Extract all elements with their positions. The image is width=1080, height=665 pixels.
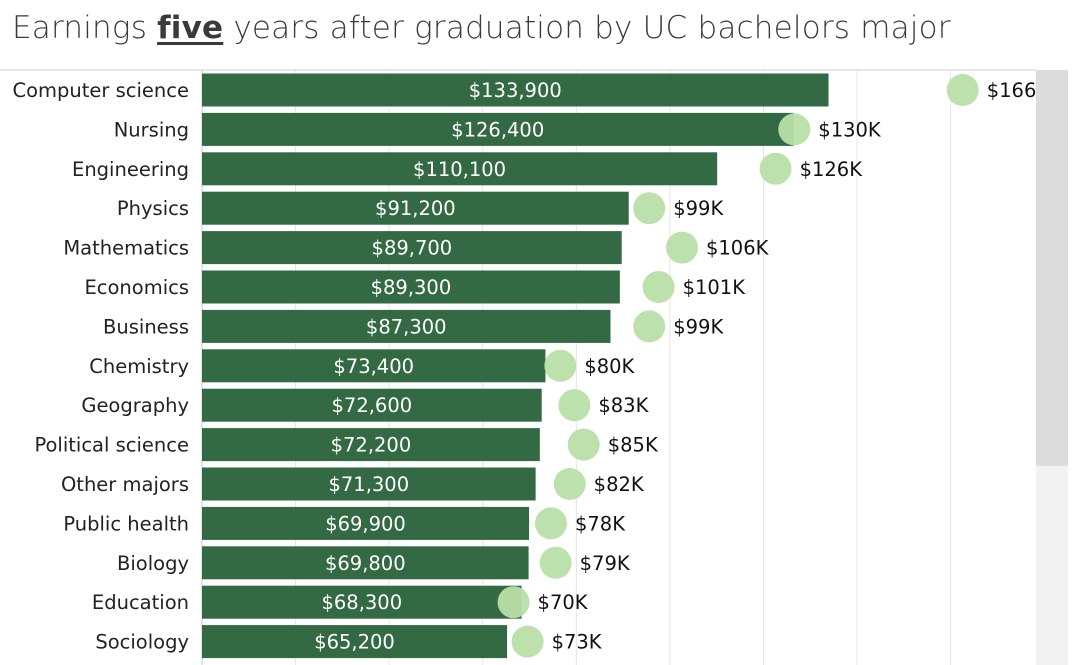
row-label: Biology — [117, 552, 189, 575]
row-label: Computer science — [12, 79, 189, 102]
bar-value-label: $71,300 — [328, 473, 409, 496]
bar — [202, 349, 546, 383]
circle-value-label: $83K — [598, 394, 649, 417]
circle-marker — [497, 586, 530, 619]
circle-marker — [534, 507, 567, 540]
bar — [202, 309, 611, 343]
circle-value-label: $82K — [594, 473, 645, 496]
title-suffix: years after graduation by UC bachelors m… — [223, 10, 951, 46]
bar — [202, 231, 622, 265]
bar — [202, 388, 542, 422]
title-emphasis: five — [157, 10, 224, 46]
row-label: Business — [103, 315, 189, 338]
row-label: Economics — [84, 276, 189, 299]
bar — [202, 73, 829, 107]
bar-value-label: $91,200 — [375, 197, 456, 220]
row-label: Engineering — [72, 158, 189, 181]
row-label: Education — [92, 591, 189, 614]
row-label: Mathematics — [63, 237, 189, 260]
bar — [202, 270, 620, 304]
circle-marker — [633, 192, 666, 225]
circle-value-label: $79K — [580, 552, 631, 575]
row-label: Geography — [81, 394, 189, 417]
row-label: Chemistry — [89, 355, 189, 378]
bar — [202, 467, 536, 501]
bar-value-label: $72,600 — [332, 394, 413, 417]
circle-marker — [539, 546, 572, 579]
row-label: Sociology — [95, 631, 189, 654]
bar — [202, 625, 508, 659]
bar-value-label: $69,900 — [325, 512, 406, 535]
circle-marker — [553, 468, 586, 500]
circle-value-label: $85K — [608, 434, 659, 457]
bar-value-label: $133,900 — [469, 79, 562, 102]
circle-marker — [778, 113, 811, 146]
circle-value-label: $78K — [575, 512, 626, 535]
circle-value-label: $70K — [538, 591, 589, 614]
circle-value-label: $130K — [818, 118, 882, 141]
bar-value-label: $126,400 — [451, 118, 544, 141]
bar — [202, 506, 530, 540]
circle-value-label: $73K — [552, 631, 603, 654]
bar — [202, 546, 529, 580]
circle-marker — [665, 231, 698, 264]
bar — [202, 191, 629, 225]
circle-marker — [511, 625, 544, 658]
bar-value-label: $68,300 — [321, 591, 402, 614]
circle-marker — [946, 74, 979, 106]
bar — [202, 112, 794, 146]
bar-value-label: $73,400 — [333, 355, 414, 378]
circle-marker — [567, 428, 600, 461]
circle-marker — [759, 152, 792, 185]
circle-value-label: $80K — [584, 355, 635, 378]
row-label: Other majors — [61, 473, 189, 496]
circle-value-label: $166K — [987, 79, 1051, 102]
circle-marker — [633, 310, 666, 343]
bar-value-label: $89,300 — [371, 276, 452, 299]
circle-value-label: $101K — [683, 276, 747, 299]
bar-value-label: $69,800 — [325, 552, 406, 575]
row-label: Political science — [34, 434, 189, 457]
circle-value-label: $99K — [673, 315, 724, 338]
bar-value-label: $72,200 — [331, 434, 412, 457]
bar-value-label: $89,700 — [372, 237, 453, 260]
bar-value-label: $87,300 — [366, 315, 447, 338]
row-label: Public health — [63, 512, 189, 535]
circle-value-label: $126K — [800, 158, 864, 181]
bar — [202, 585, 522, 619]
circle-value-label: $99K — [673, 197, 724, 220]
row-label: Nursing — [114, 118, 189, 141]
chart-title: Earnings five years after graduation by … — [12, 10, 951, 46]
circle-marker — [642, 271, 675, 303]
bar-value-label: $65,200 — [314, 631, 395, 654]
bar — [202, 152, 718, 186]
scrollbar-thumb[interactable] — [1036, 70, 1068, 466]
circle-marker — [544, 349, 577, 382]
title-prefix: Earnings — [12, 10, 158, 46]
circle-marker — [558, 389, 591, 422]
circle-value-label: $106K — [706, 237, 770, 260]
vertical-scrollbar[interactable] — [1036, 70, 1068, 665]
row-label: Physics — [117, 197, 189, 220]
bar — [202, 428, 540, 462]
bar-value-label: $110,100 — [413, 158, 506, 181]
